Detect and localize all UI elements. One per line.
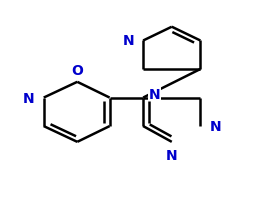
Text: N: N: [123, 34, 134, 48]
Text: O: O: [71, 64, 83, 78]
Text: N: N: [210, 120, 221, 133]
Text: N: N: [166, 148, 178, 162]
Text: N: N: [149, 87, 160, 101]
Text: N: N: [23, 91, 35, 105]
